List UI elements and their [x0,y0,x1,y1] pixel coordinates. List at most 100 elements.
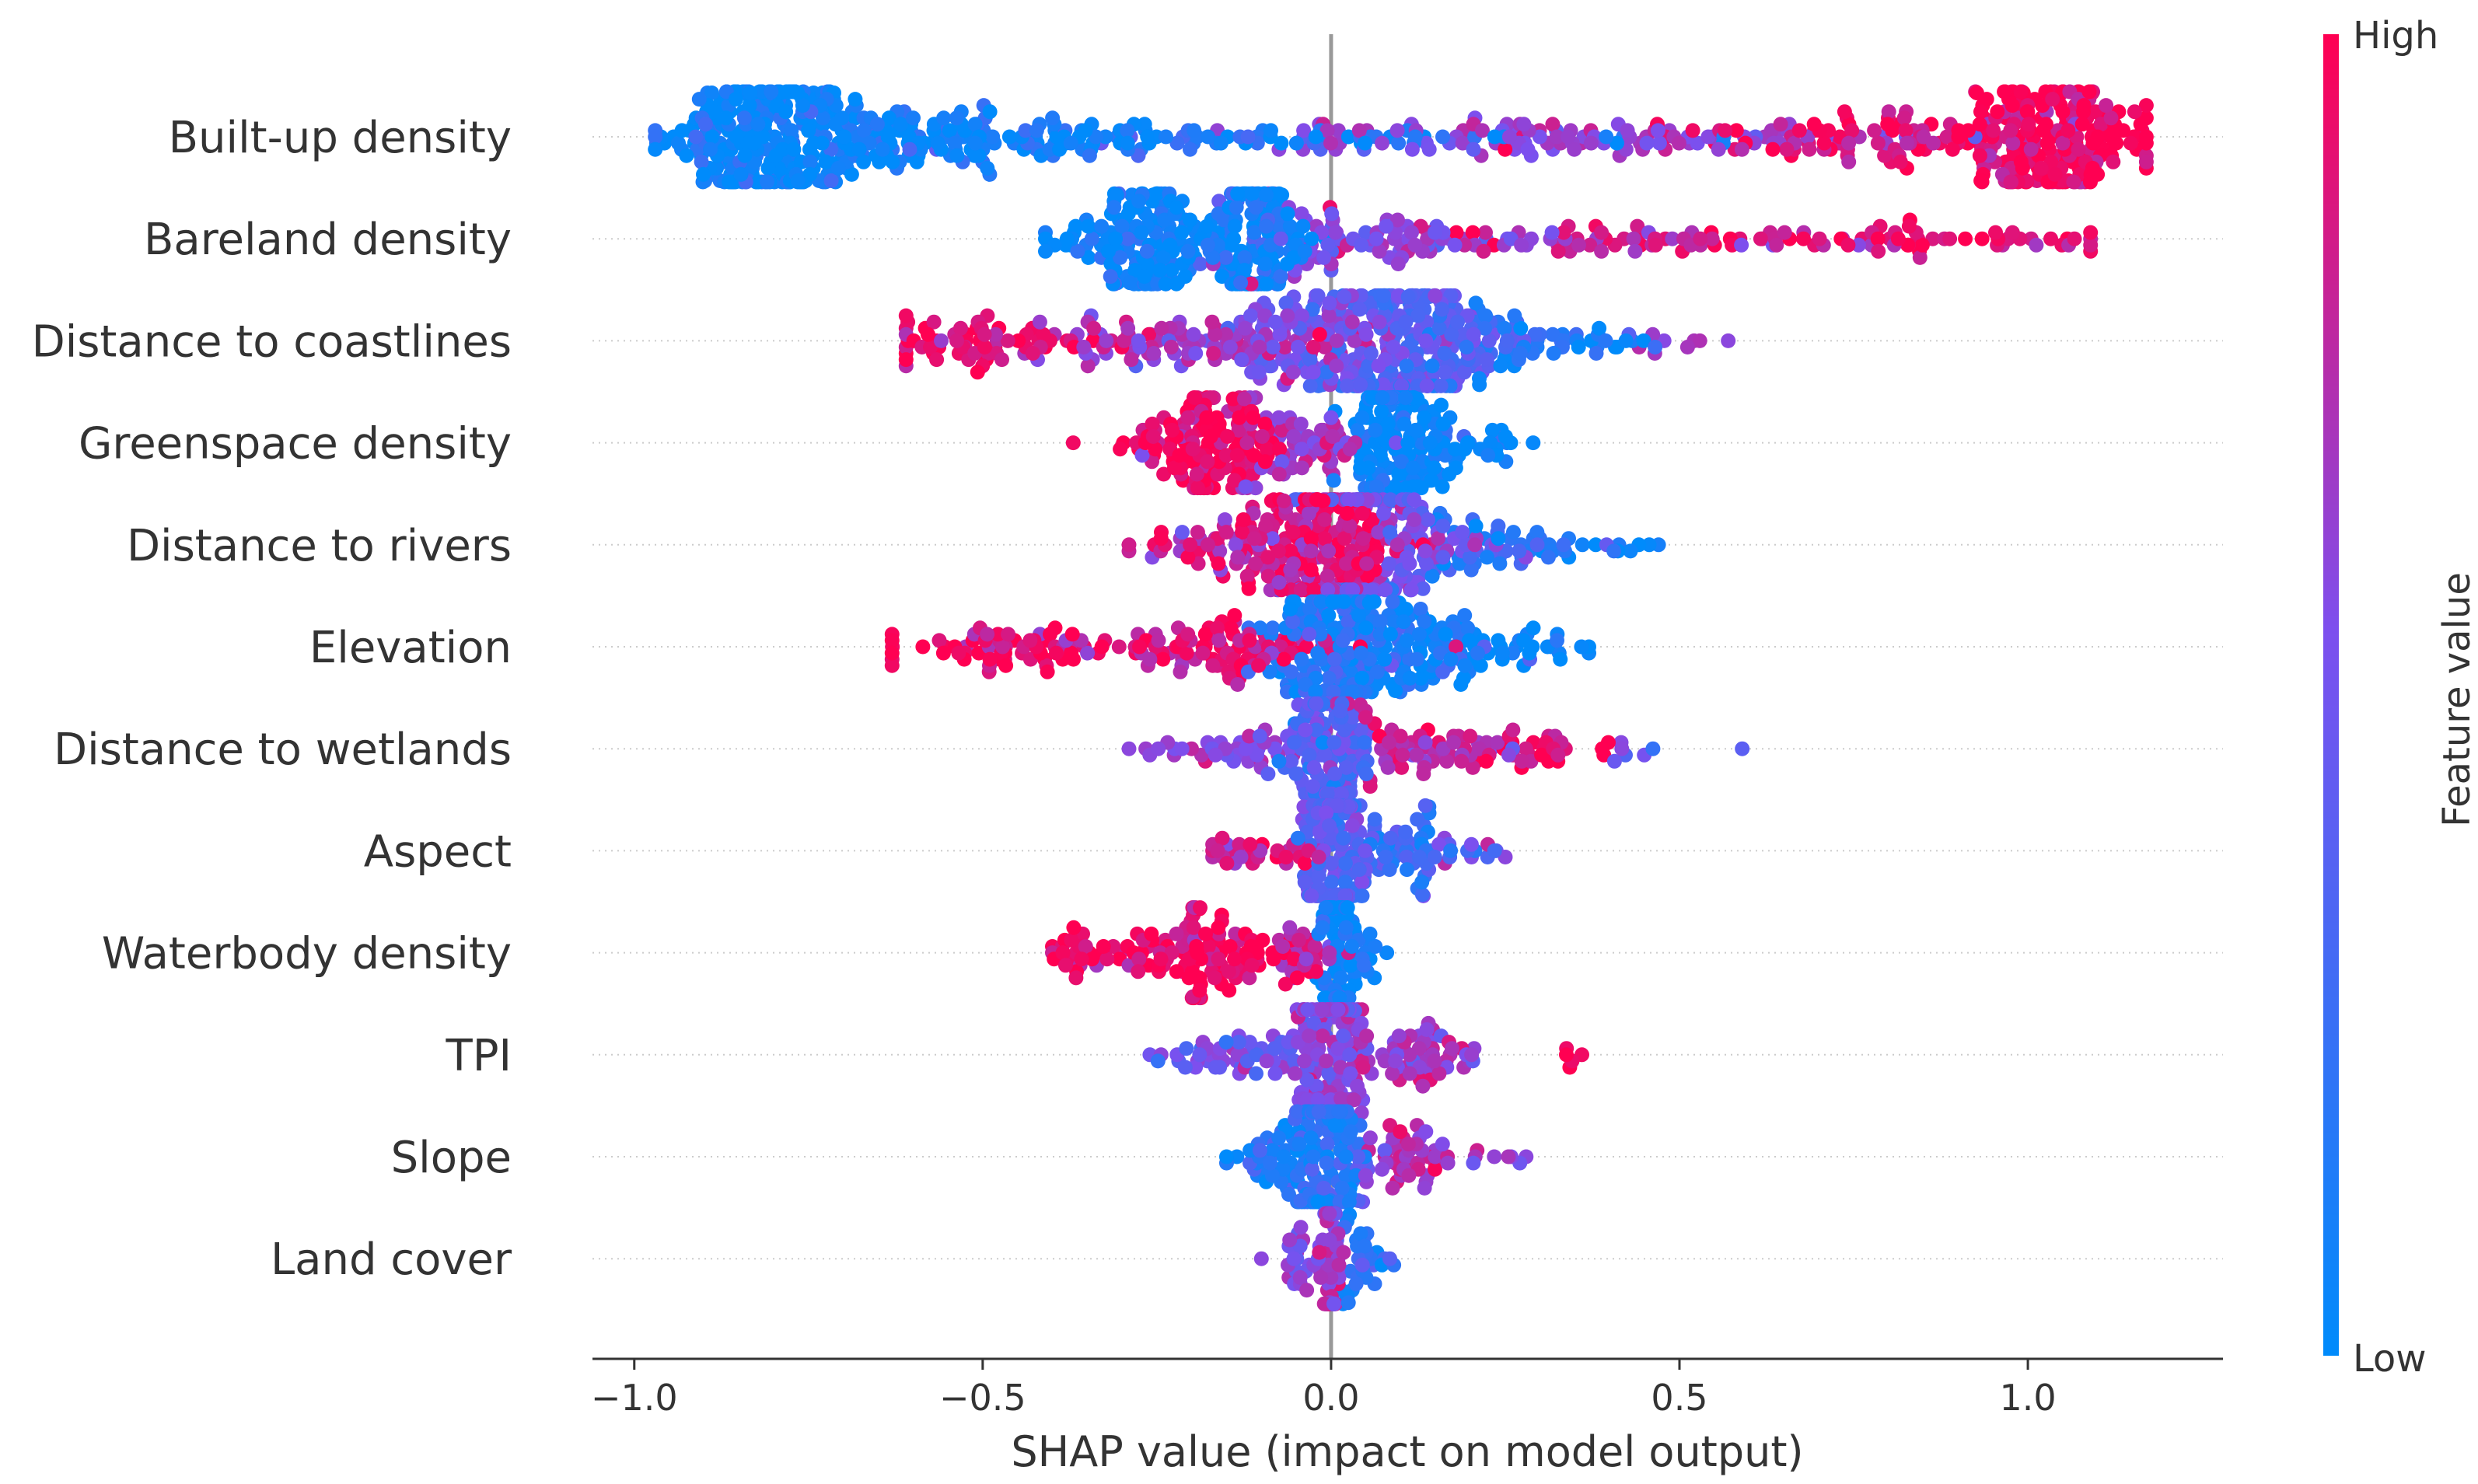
shap-point [1354,670,1370,686]
shap-point [1106,200,1122,215]
shap-point [1155,250,1171,265]
shap-point [1043,627,1057,642]
shap-point [2138,98,2154,113]
shap-point [1501,129,1517,145]
shap-point [1338,920,1354,935]
shap-point [1812,231,1827,246]
shap-point [1561,129,1575,145]
shap-point [1435,129,1450,145]
shap-point [1227,608,1242,623]
shap-point [902,141,917,157]
shap-point [1248,556,1263,571]
shap-point [1131,333,1146,348]
shap-point [1549,129,1564,145]
shap-point [1295,218,1311,234]
shap-point [1320,237,1336,253]
shap-point [988,326,1003,342]
shap-point [898,308,914,323]
shap-point [1355,531,1371,546]
shap-point [1986,123,2001,138]
shap-point [1137,117,1152,132]
shap-point [1294,308,1309,323]
shap-point [1468,519,1484,534]
shap-point [1328,225,1343,240]
shap-point [1881,104,1896,120]
shap-point [1424,568,1440,584]
shap-point [1296,1053,1312,1069]
shap-point [1526,435,1541,451]
shap-point [1267,314,1283,330]
shap-point [1237,320,1253,336]
shap-point [1345,582,1361,598]
shap-point [1378,582,1393,598]
shap-point [837,129,852,145]
shap-point [2071,141,2086,157]
shap-point [1337,856,1353,871]
shap-point [1427,850,1442,864]
shap-point [1396,416,1412,431]
shap-point [1358,326,1374,342]
shap-point [1305,1149,1321,1165]
shap-point [1351,862,1367,878]
shap-point [1240,129,1256,145]
shap-point [1413,602,1428,616]
shap-point [1312,627,1328,642]
shap-point [1347,333,1362,348]
shap-point [1246,225,1262,240]
shap-point [880,129,896,145]
shap-point [1207,970,1222,986]
shap-point [1218,525,1234,540]
shap-point [1305,302,1320,317]
shap-point [1478,308,1494,323]
shap-point [1121,741,1137,756]
shap-point [1001,129,1017,145]
shap-point [1045,110,1061,126]
shap-point [1064,645,1079,661]
shap-point [1237,250,1253,265]
shap-point [705,104,721,120]
shap-point [1417,410,1431,425]
shap-point [1151,741,1166,756]
shap-point [818,154,834,169]
shap-point [1145,429,1161,444]
shap-point [1173,664,1188,679]
shap-point [1455,525,1470,540]
shap-point [1506,525,1521,540]
shap-point [1080,358,1096,374]
shap-point [2066,174,2081,190]
shap-point [1354,1257,1370,1273]
shap-point [1791,123,1807,138]
shap-point [1484,422,1500,438]
shap-point [1353,1226,1368,1241]
shap-point [1246,410,1261,425]
shap-point [1438,627,1453,642]
shap-point [694,154,709,169]
shap-point [1388,1053,1403,1069]
shap-point [1158,276,1173,292]
shap-point [1512,543,1527,559]
shap-point [1131,964,1146,979]
shap-point [1180,243,1196,259]
shap-point [1728,123,1744,138]
shap-point [947,135,963,151]
shap-point [1388,480,1403,496]
shap-point [1520,141,1536,157]
shap-point [1286,429,1302,444]
shap-point [1372,614,1388,630]
shap-point [1456,365,1472,380]
shap-point [1487,1149,1502,1165]
shap-point [1362,926,1378,941]
shap-point [1837,104,1852,120]
shap-point [737,148,753,163]
shap-point [1236,391,1252,407]
shap-point [1205,250,1221,265]
shap-point [1174,225,1190,240]
feature-label: Bareland density [144,215,512,265]
shap-point [1493,358,1508,374]
shap-point [1311,868,1326,884]
shap-point [1376,288,1391,303]
shap-point [1338,1149,1354,1165]
x-tick-label: 0.0 [1302,1377,1359,1419]
shap-point [1359,556,1375,571]
shap-point [1313,594,1329,609]
